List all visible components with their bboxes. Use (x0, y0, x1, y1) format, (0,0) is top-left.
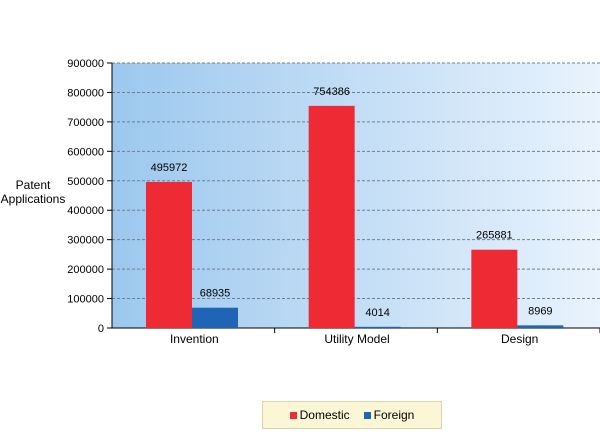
bar-foreign (192, 307, 238, 328)
y-tick-label: 700000 (67, 117, 104, 129)
bar-foreign (354, 326, 401, 328)
y-tick-label: 0 (98, 323, 104, 335)
gridlines (112, 62, 600, 300)
bars (146, 105, 564, 328)
legend-item-domestic: Domestic (289, 408, 350, 422)
plot-area (112, 63, 600, 328)
y-tick-label: 300000 (67, 235, 104, 247)
legend-swatch-foreign (363, 411, 371, 419)
legend-item-foreign: Foreign (363, 408, 415, 422)
legend: Domestic Foreign (262, 401, 442, 429)
data-label: 754386 (313, 86, 350, 98)
bar-foreign (517, 325, 564, 328)
x-tick-label: Invention (170, 332, 219, 346)
x-tick-label: Utility Model (324, 332, 389, 346)
y-tick-label: 800000 (67, 87, 104, 99)
bar-domestic (308, 105, 355, 328)
y-tick-label: 600000 (67, 146, 104, 158)
y-tick-label: 500000 (67, 176, 104, 188)
legend-label-domestic: Domestic (299, 408, 350, 422)
y-axis-title: Patent Applications (0, 178, 66, 206)
y-tick-label: 200000 (67, 264, 104, 276)
bar-domestic (471, 249, 518, 328)
legend-swatch-domestic (289, 411, 297, 419)
data-label: 8969 (528, 305, 552, 317)
y-tick-label: 900000 (67, 58, 104, 70)
data-label: 4014 (365, 307, 389, 319)
y-tick-label: 100000 (67, 294, 104, 306)
bar-domestic (146, 181, 192, 328)
legend-label-foreign: Foreign (373, 408, 415, 422)
y-tick-label: 400000 (67, 205, 104, 217)
data-label: 495972 (151, 162, 188, 174)
data-label: 265881 (476, 230, 513, 242)
axes: 0 100000 200000 300000 400000 500000 600000 700… (67, 58, 600, 346)
x-tick-label: Design (501, 332, 538, 346)
data-label: 68935 (200, 288, 231, 300)
data-labels: 495972 68935 754386 4014 265881 8969 (151, 86, 553, 319)
